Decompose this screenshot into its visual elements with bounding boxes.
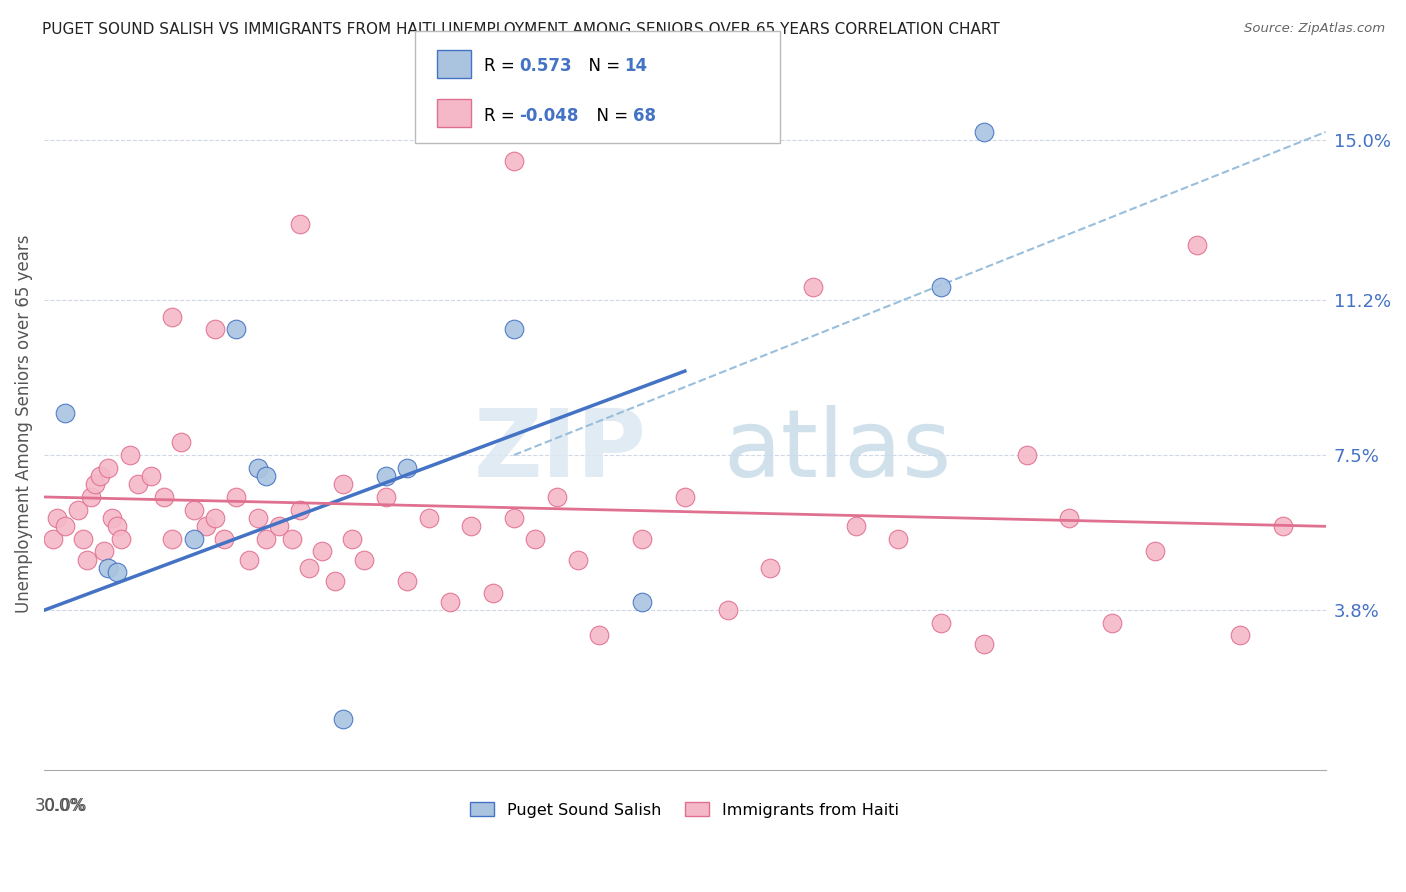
Point: [290, 217, 312, 231]
Point: [396, 460, 419, 475]
Point: [1143, 544, 1166, 558]
Point: [212, 532, 235, 546]
Y-axis label: Unemployment Among Seniors over 65 years: Unemployment Among Seniors over 65 years: [15, 235, 32, 613]
Point: [97, 460, 120, 475]
Point: [396, 574, 419, 588]
Point: [204, 322, 226, 336]
Point: [267, 519, 290, 533]
Point: [195, 519, 218, 533]
Point: [439, 595, 461, 609]
Text: 0.573: 0.573: [519, 57, 571, 76]
Point: [332, 477, 354, 491]
Point: [323, 574, 346, 588]
Point: [311, 544, 333, 558]
Point: [105, 566, 128, 580]
Point: [80, 490, 103, 504]
Point: [45, 511, 67, 525]
Point: [418, 511, 440, 525]
Point: [973, 637, 995, 651]
Point: [72, 532, 94, 546]
Point: [225, 322, 247, 336]
Point: [332, 712, 354, 726]
Point: [588, 628, 610, 642]
Point: [503, 322, 526, 336]
Text: 0.0%: 0.0%: [44, 797, 86, 815]
Point: [374, 469, 396, 483]
Point: [631, 532, 654, 546]
Point: [41, 532, 63, 546]
Point: [503, 511, 526, 525]
Point: [254, 532, 277, 546]
Point: [55, 519, 77, 533]
Point: [1015, 448, 1038, 462]
Point: [298, 561, 321, 575]
Point: [183, 532, 205, 546]
Text: R =: R =: [484, 57, 520, 76]
Point: [93, 544, 115, 558]
Point: [973, 125, 995, 139]
Text: N =: N =: [578, 57, 626, 76]
Point: [162, 532, 184, 546]
Point: [55, 406, 77, 420]
Point: [225, 490, 247, 504]
Point: [101, 511, 124, 525]
Text: 30.0%: 30.0%: [34, 797, 87, 815]
Point: [152, 490, 174, 504]
Point: [204, 511, 226, 525]
Point: [67, 502, 90, 516]
Point: [170, 435, 193, 450]
Point: [118, 448, 141, 462]
Point: [105, 519, 128, 533]
Point: [353, 553, 375, 567]
Point: [929, 615, 952, 630]
Point: [524, 532, 547, 546]
Point: [97, 561, 120, 575]
Point: [238, 553, 260, 567]
Text: atlas: atlas: [723, 405, 952, 497]
Point: [546, 490, 568, 504]
Point: [84, 477, 107, 491]
Point: [139, 469, 162, 483]
Point: [1057, 511, 1080, 525]
Point: [1271, 519, 1294, 533]
Point: [887, 532, 910, 546]
Point: [76, 553, 98, 567]
Text: 68: 68: [633, 107, 655, 125]
Legend: Puget Sound Salish, Immigrants from Haiti: Puget Sound Salish, Immigrants from Hait…: [464, 796, 905, 824]
Text: N =: N =: [586, 107, 634, 125]
Point: [110, 532, 132, 546]
Point: [460, 519, 482, 533]
Point: [374, 490, 396, 504]
Point: [759, 561, 782, 575]
Point: [567, 553, 589, 567]
Point: [246, 511, 269, 525]
Text: ZIP: ZIP: [474, 405, 647, 497]
Point: [89, 469, 111, 483]
Point: [845, 519, 868, 533]
Text: Source: ZipAtlas.com: Source: ZipAtlas.com: [1244, 22, 1385, 36]
Point: [127, 477, 149, 491]
Text: PUGET SOUND SALISH VS IMMIGRANTS FROM HAITI UNEMPLOYMENT AMONG SENIORS OVER 65 Y: PUGET SOUND SALISH VS IMMIGRANTS FROM HA…: [42, 22, 1000, 37]
Point: [929, 280, 952, 294]
Point: [290, 502, 312, 516]
Point: [481, 586, 503, 600]
Point: [254, 469, 277, 483]
Point: [183, 502, 205, 516]
Point: [281, 532, 304, 546]
Point: [673, 490, 696, 504]
Point: [340, 532, 363, 546]
Point: [1229, 628, 1251, 642]
Point: [162, 310, 184, 324]
Point: [801, 280, 824, 294]
Text: -0.048: -0.048: [519, 107, 578, 125]
Text: R =: R =: [484, 107, 520, 125]
Point: [716, 603, 738, 617]
Text: 14: 14: [624, 57, 647, 76]
Point: [246, 460, 269, 475]
Point: [1187, 238, 1209, 252]
Point: [503, 154, 526, 169]
Point: [1101, 615, 1123, 630]
Point: [631, 595, 654, 609]
